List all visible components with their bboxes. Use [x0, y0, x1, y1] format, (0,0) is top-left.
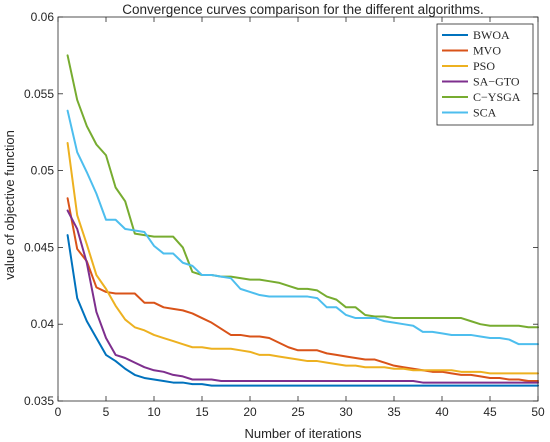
legend-label: BWOA [473, 28, 510, 42]
x-tick-label: 10 [147, 405, 161, 419]
chart-title: Convergence curves comparison for the di… [122, 2, 483, 17]
x-tick-label: 15 [195, 405, 209, 419]
y-tick-label: 0.045 [24, 240, 54, 254]
series-line-0 [66, 234, 539, 387]
x-tick-label: 20 [243, 405, 257, 419]
series-line-1 [66, 197, 539, 383]
legend-box [436, 23, 534, 126]
series-lines [66, 54, 539, 387]
series-line-3 [66, 209, 539, 384]
x-tick-label: 45 [483, 405, 497, 419]
x-axis-label: Number of iterations [244, 426, 362, 441]
y-axis-label: value of objective function [2, 130, 17, 280]
series-line-2 [66, 141, 539, 375]
series-line-5 [66, 109, 539, 346]
y-tick-label: 0.04 [31, 317, 55, 331]
y-tick-label: 0.055 [24, 87, 54, 101]
y-tick-label: 0.035 [24, 394, 54, 408]
axes: 0 5 10 15 20 25 30 35 40 45 50 0.035 0.04 0.045 0.05 0.… [24, 10, 545, 419]
legend-label: SA−GTO [473, 75, 520, 89]
x-tick-label: 25 [291, 405, 305, 419]
x-tick-label: 5 [103, 405, 110, 419]
legend-label: PSO [473, 59, 495, 73]
legend-label: SCA [473, 106, 497, 120]
x-tick-label: 35 [387, 405, 401, 419]
x-tick-label: 30 [339, 405, 353, 419]
legend-label: C−YSGA [473, 90, 521, 104]
x-tick-label: 40 [435, 405, 449, 419]
y-tick-label: 0.05 [31, 164, 55, 178]
x-tick-label: 50 [531, 405, 545, 419]
x-tick-label: 0 [55, 405, 62, 419]
y-tick-label: 0.06 [31, 10, 55, 24]
legend-label: MVO [473, 44, 501, 58]
